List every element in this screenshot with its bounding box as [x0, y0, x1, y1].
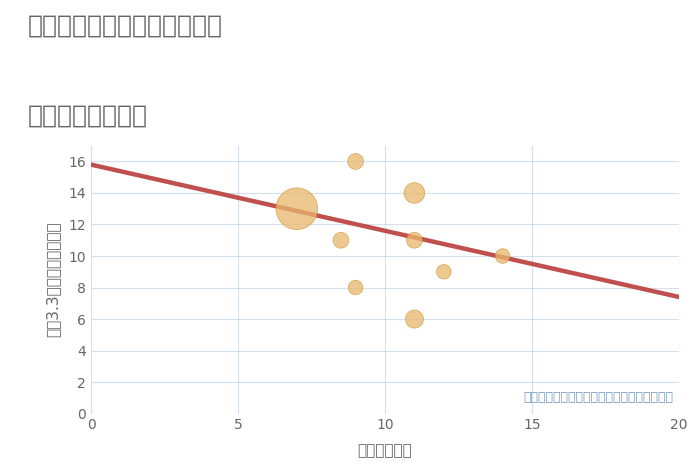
Point: [409, 189, 420, 197]
Point: [438, 268, 449, 275]
Text: 三重県四日市市三ツ谷東町の: 三重県四日市市三ツ谷東町の: [28, 14, 223, 38]
Point: [350, 284, 361, 291]
X-axis label: 駅距離（分）: 駅距離（分）: [358, 444, 412, 459]
Text: 駅距離別土地価格: 駅距離別土地価格: [28, 103, 148, 127]
Point: [335, 236, 346, 244]
Point: [409, 236, 420, 244]
Point: [409, 315, 420, 323]
Point: [350, 158, 361, 165]
Y-axis label: 坪（3.3㎡）単価（万円）: 坪（3.3㎡）単価（万円）: [45, 222, 60, 337]
Text: 円の大きさは、取引のあった物件面積を示す: 円の大きさは、取引のあった物件面積を示す: [523, 391, 673, 404]
Point: [291, 205, 302, 212]
Point: [497, 252, 508, 260]
